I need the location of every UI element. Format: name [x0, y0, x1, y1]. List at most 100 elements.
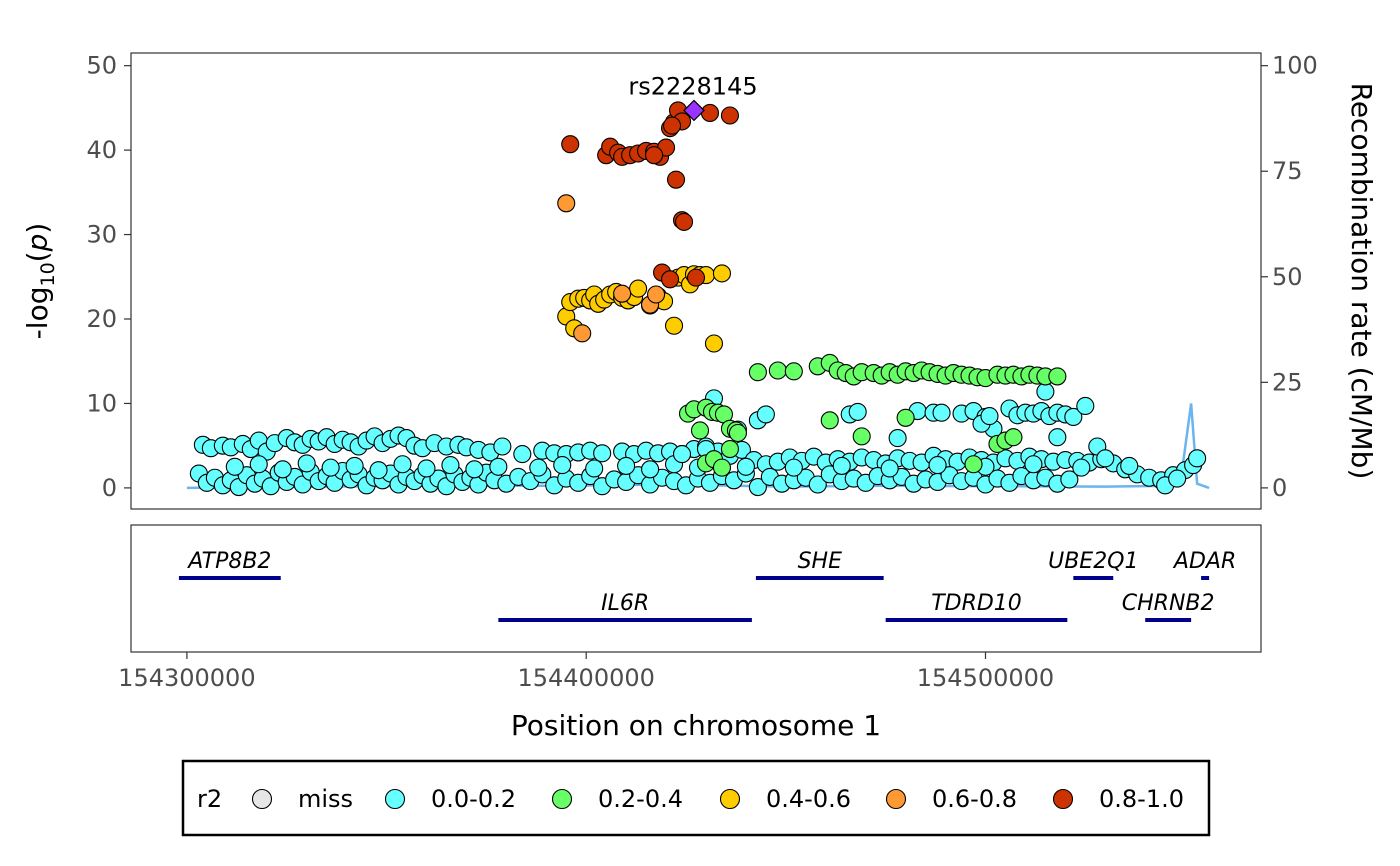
snp-point	[345, 456, 364, 475]
main-panel-frame	[130, 52, 1262, 510]
legend-swatch	[719, 788, 741, 810]
snp-point	[674, 212, 694, 231]
snp-point	[932, 403, 951, 422]
legend-label: 0.4-0.6	[766, 785, 851, 813]
snp-point	[784, 458, 803, 477]
gene-panel-frame	[130, 524, 1262, 653]
snp-point	[629, 279, 648, 298]
y-tick-label: 10	[86, 389, 117, 417]
y-axis-left: 0 10 20 30 40 50	[86, 52, 131, 502]
snp-point	[686, 268, 706, 287]
snp-point	[1036, 382, 1055, 401]
x-tick-label: 154400000	[517, 664, 654, 692]
snp-point	[393, 455, 412, 474]
legend-label: 0.2-0.4	[598, 785, 683, 813]
x-tick-label: 154500000	[917, 664, 1054, 692]
snp-point	[513, 445, 532, 464]
legend-label: 0.0-0.2	[431, 785, 516, 813]
y-axis-title: -log10(p)	[21, 223, 59, 340]
snp-point	[465, 460, 484, 479]
snp-point	[880, 459, 899, 478]
snp-point	[645, 146, 664, 165]
snp-point	[748, 363, 767, 382]
snp-point	[690, 421, 710, 440]
snp-point	[553, 456, 572, 475]
y-tick-label: 40	[86, 136, 117, 164]
lead-snp-marker	[683, 99, 705, 122]
snp-point	[369, 461, 388, 480]
snp-point	[1048, 367, 1067, 386]
snp-point	[225, 457, 244, 476]
snp-point	[1168, 469, 1187, 488]
gene-label: ADAR	[1172, 549, 1236, 574]
snp-point	[700, 103, 720, 123]
snp-point	[1048, 428, 1067, 447]
snp-point	[1064, 407, 1083, 427]
snp-point	[561, 135, 580, 154]
legend-swatch	[551, 788, 573, 810]
snp-point	[321, 458, 340, 477]
snp-point	[756, 405, 775, 424]
snp-point	[1076, 396, 1095, 416]
x-axis-title: Position on chromosome 1	[511, 709, 881, 742]
snp-point	[720, 106, 739, 125]
snp-point	[704, 334, 724, 353]
legend-swatch	[885, 788, 907, 810]
snp-point	[672, 445, 692, 464]
snp-point	[664, 316, 684, 335]
snp-point	[647, 285, 666, 304]
snp-point	[493, 437, 512, 456]
snp-point	[273, 460, 292, 479]
snp-point	[784, 362, 803, 381]
snp-point	[249, 455, 268, 474]
snp-point	[1004, 428, 1023, 447]
snp-point	[720, 439, 739, 459]
legend-label: miss	[298, 785, 353, 813]
snp-point	[441, 456, 460, 475]
snp-point	[297, 454, 316, 473]
snp-point	[748, 477, 767, 497]
snp-point	[768, 361, 787, 380]
snp-point	[980, 407, 999, 426]
gene-label: CHRNB2	[1122, 591, 1215, 616]
snp-point	[641, 460, 660, 479]
gene-track: ATP8B2 SHE UBE2Q1 ADAR IL6R TDRD10 CHRNB2	[130, 524, 1262, 653]
snp-point	[613, 284, 632, 303]
main-panel: rs2228145	[130, 52, 1262, 510]
snp-point	[662, 116, 682, 135]
y2-tick-label: 0	[1272, 474, 1287, 502]
snp-point	[1024, 455, 1043, 474]
legend-swatch	[384, 788, 406, 810]
snp-point	[489, 457, 508, 476]
gene-label: TDRD10	[931, 591, 1022, 616]
snp-point	[573, 324, 592, 343]
x-axis: 154300000 154400000 154500000	[118, 652, 1054, 692]
snp-point	[417, 459, 436, 478]
legend-swatch	[1052, 788, 1074, 810]
snp-point	[666, 170, 686, 189]
lead-snp-label: rs2228145	[628, 72, 757, 100]
snp-point	[712, 458, 732, 477]
y-tick-label: 50	[86, 52, 117, 80]
snp-point	[660, 270, 680, 289]
snp-point	[728, 423, 747, 443]
snp-point	[1096, 449, 1115, 468]
snp-point	[1060, 470, 1079, 489]
snp-point	[593, 444, 612, 463]
y-tick-label: 30	[86, 221, 117, 249]
y2-tick-label: 75	[1272, 157, 1303, 185]
legend-items: miss 0.0-0.2 0.2-0.4 0.4-0.6 0.6-0.8 0.8-1.0	[251, 785, 1184, 813]
snp-point	[928, 456, 947, 475]
y-tick-label: 0	[102, 474, 117, 502]
y2-tick-label: 100	[1272, 52, 1318, 80]
gene-label: IL6R	[601, 591, 649, 616]
legend-title: r2	[197, 785, 222, 813]
y2-axis-title: Recombination rate (cM/Mb)	[1345, 83, 1378, 480]
gene-label: ATP8B2	[186, 549, 271, 574]
snp-points	[189, 101, 1207, 497]
snp-point	[832, 456, 851, 475]
snp-point	[964, 455, 983, 474]
snp-point	[1072, 458, 1091, 477]
legend-label: 0.8-1.0	[1099, 785, 1184, 813]
